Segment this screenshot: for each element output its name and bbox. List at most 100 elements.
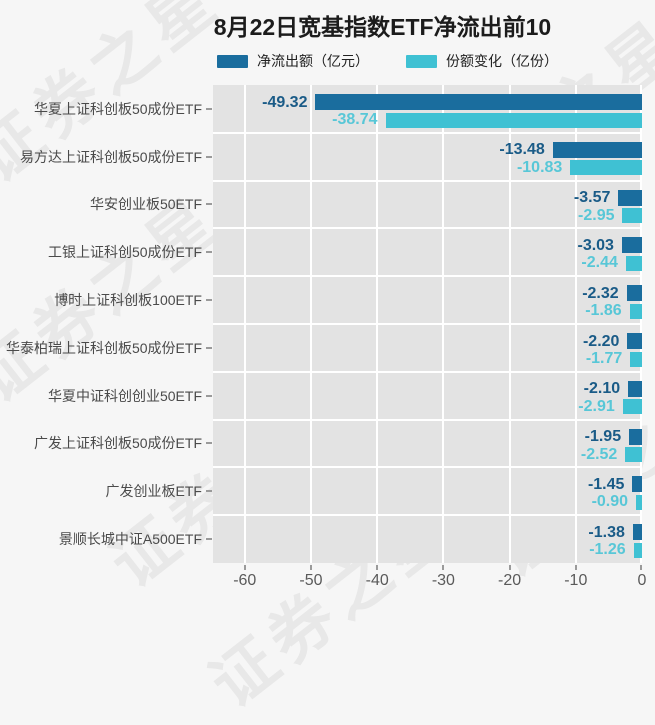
- share-change-bar: [570, 160, 642, 176]
- group-separator-line: [213, 323, 642, 325]
- net-outflow-bar: [629, 428, 642, 445]
- share-change-bar: [622, 208, 642, 224]
- legend: 净流出额（亿元） 份额变化（亿份）: [217, 51, 558, 71]
- category-row: 华泰柏瑞上证科创板50成份ETF: [0, 324, 212, 372]
- y-tick-dash: [206, 490, 212, 493]
- net-outflow-value-label: -13.48: [499, 141, 545, 159]
- net-outflow-value-label: -2.20: [582, 332, 620, 350]
- y-tick-dash: [206, 155, 212, 158]
- legend-item-share-change: 份额变化（亿份）: [406, 51, 558, 71]
- net-outflow-swatch-icon: [217, 54, 248, 68]
- y-tick-dash: [206, 394, 212, 397]
- net-outflow-bar: [621, 237, 642, 254]
- share-change-bar: [633, 542, 642, 558]
- y-tick-dash: [206, 203, 212, 206]
- chart: 华夏上证科创板50成份ETF 易方达上证科创板50成份ETF 华安创业板50ETF 工…: [0, 85, 646, 603]
- x-tick-label: -30: [431, 572, 455, 589]
- net-outflow-value-label: -2.10: [583, 380, 621, 398]
- group-separator-line: [213, 131, 642, 134]
- share-change-bar: [622, 399, 642, 415]
- category-row: 广发创业板ETF: [0, 467, 212, 515]
- share-change-bar: [629, 303, 642, 319]
- share-change-value-label: -38.74: [332, 111, 378, 128]
- category-row: 工银上证科创50成份ETF: [0, 228, 212, 276]
- y-tick-dash: [206, 107, 212, 110]
- group-separator-line: [213, 466, 642, 469]
- share-change-value-label: -2.52: [580, 445, 618, 463]
- x-tick-label: -20: [498, 572, 522, 589]
- x-tick-label: 0: [637, 572, 647, 589]
- category-row: 华安创业板50ETF: [0, 181, 212, 229]
- net-outflow-bar: [618, 189, 642, 206]
- net-outflow-bar: [315, 94, 642, 110]
- net-outflow-bar: [626, 285, 642, 302]
- share-change-value-label: -1.77: [585, 350, 623, 367]
- category-label: 华夏上证科创板50成份ETF: [33, 100, 202, 117]
- net-outflow-value-label: -3.57: [573, 189, 611, 207]
- group-separator-line: [213, 179, 642, 182]
- x-tick-label: -40: [365, 572, 389, 589]
- net-outflow-value-label: -49.32: [262, 93, 308, 111]
- net-outflow-value-label: -1.45: [587, 475, 625, 493]
- share-change-value-label: -10.83: [516, 158, 563, 176]
- group-separator-line: [213, 418, 642, 421]
- net-outflow-bar: [632, 476, 642, 493]
- share-change-bar: [385, 112, 642, 128]
- x-tick-mark: [574, 565, 577, 570]
- category-axis: 华夏上证科创板50成份ETF 易方达上证科创板50成份ETF 华安创业板50ETF 工…: [0, 85, 212, 563]
- share-change-swatch-icon: [406, 54, 437, 68]
- legend-label-share-change: 份额变化（亿份）: [446, 53, 558, 69]
- category-row: 易方达上证科创板50成份ETF: [0, 133, 212, 181]
- net-outflow-bar: [552, 141, 642, 158]
- share-change-value-label: -2.44: [581, 254, 618, 272]
- page-title: 8月22日宽基指数ETF净流出前10: [213, 14, 552, 40]
- category-label: 华泰柏瑞上证科创板50成份ETF: [5, 339, 202, 356]
- net-outflow-value-label: -2.32: [582, 284, 619, 302]
- share-change-bar: [636, 494, 642, 510]
- y-tick-dash: [206, 538, 212, 541]
- category-label: 易方达上证科创板50成份ETF: [19, 148, 202, 165]
- y-tick-dash: [206, 346, 212, 349]
- plot-area: -49.32 -38.74 -13.48 -10.83 -3.57 -2.95 -3.03-…: [213, 85, 642, 563]
- net-outflow-bar: [632, 524, 642, 541]
- category-row: 华夏中证科创创业50ETF: [0, 372, 212, 420]
- share-change-bar: [630, 351, 642, 367]
- category-label: 工银上证科创50成份ETF: [47, 244, 202, 261]
- x-tick-mark: [376, 565, 379, 570]
- category-label: 景顺长城中证A500ETF: [58, 531, 202, 548]
- category-label: 华夏中证科创创业50ETF: [47, 387, 202, 404]
- net-outflow-value-label: -3.03: [577, 236, 614, 254]
- x-tick-label: -60: [233, 572, 257, 589]
- y-tick-dash: [206, 299, 212, 302]
- y-tick-dash: [206, 251, 212, 254]
- group-separator-line: [213, 370, 642, 373]
- x-tick-mark: [442, 565, 445, 570]
- net-outflow-bar: [627, 333, 642, 349]
- group-separator-line: [213, 227, 642, 230]
- share-change-bar: [625, 447, 642, 463]
- legend-item-net-outflow: 净流出额（亿元）: [217, 51, 369, 71]
- y-tick-dash: [206, 442, 212, 445]
- net-outflow-bar: [628, 380, 642, 397]
- x-axis: -60 -50 -40 -30 -20 -10 0: [213, 563, 646, 603]
- x-tick-label: -50: [299, 572, 323, 589]
- category-row: 广发上证科创板50成份ETF: [0, 420, 212, 468]
- category-row: 华夏上证科创板50成份ETF: [0, 85, 212, 133]
- share-change-value-label: -1.86: [585, 302, 622, 320]
- x-tick-mark: [640, 565, 642, 570]
- category-row: 景顺长城中证A500ETF: [0, 515, 212, 563]
- x-tick-mark: [243, 565, 246, 570]
- category-row: 博时上证科创板100ETF: [0, 276, 212, 324]
- x-tick-mark: [309, 565, 312, 570]
- x-tick-label: -10: [564, 572, 588, 589]
- category-label: 博时上证科创板100ETF: [54, 292, 202, 309]
- group-separator-line: [213, 275, 642, 278]
- net-outflow-value-label: -1.95: [584, 428, 622, 446]
- category-label: 广发创业板ETF: [105, 483, 202, 500]
- category-label: 华安创业板50ETF: [89, 196, 202, 213]
- share-change-value-label: -1.26: [589, 541, 626, 559]
- net-outflow-value-label: -1.38: [588, 523, 625, 541]
- share-change-bar: [625, 255, 642, 271]
- category-label: 广发上证科创板50成份ETF: [33, 435, 202, 452]
